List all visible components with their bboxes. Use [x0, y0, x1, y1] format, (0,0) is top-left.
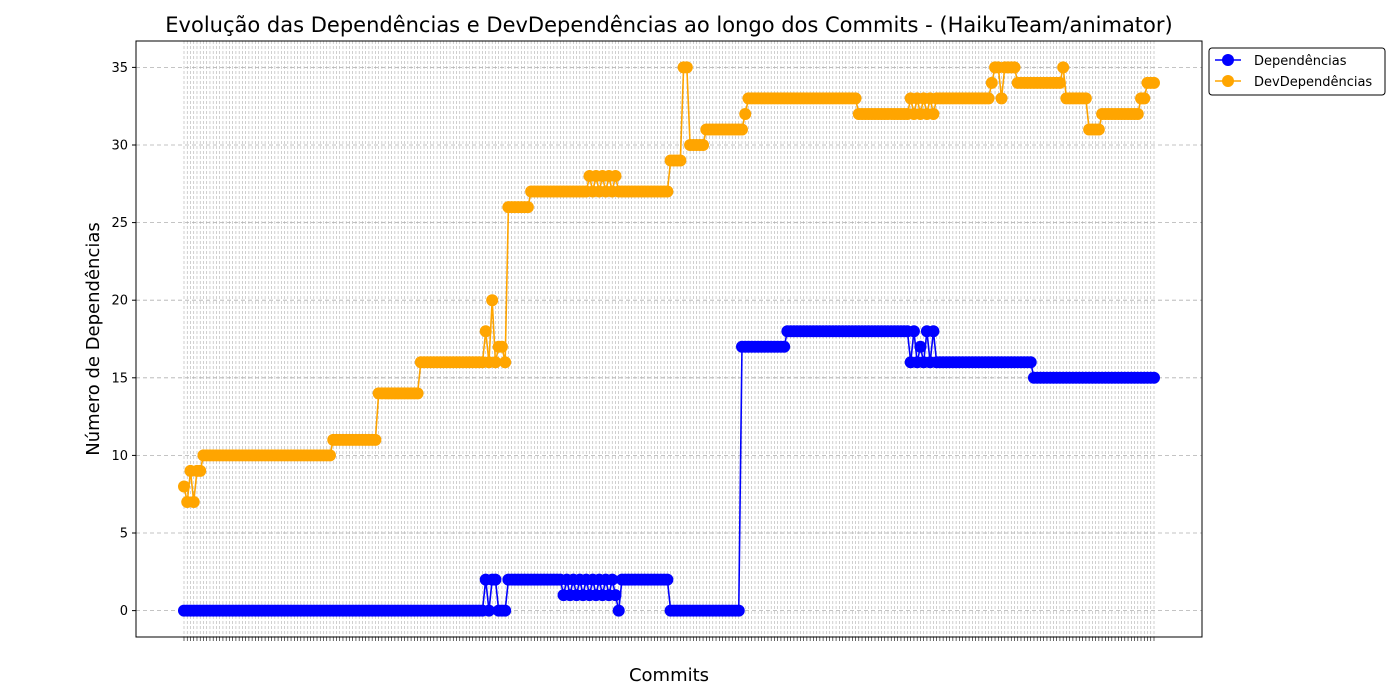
- series-dependencias: [178, 325, 1160, 617]
- data-point: [521, 201, 534, 214]
- data-point: [489, 573, 502, 586]
- data-point: [369, 433, 382, 446]
- data-point: [927, 107, 940, 120]
- legend-label-dependencias: Dependências: [1254, 54, 1347, 69]
- legend-marker-dependencias: [1222, 54, 1234, 66]
- data-point: [609, 589, 622, 602]
- y-tick-label: 25: [111, 216, 128, 231]
- data-point: [606, 573, 619, 586]
- data-point: [1148, 371, 1160, 384]
- data-point: [661, 185, 674, 198]
- data-point: [482, 604, 495, 617]
- data-point: [914, 340, 927, 353]
- data-point: [927, 325, 940, 338]
- data-point: [499, 356, 512, 369]
- data-point: [187, 495, 200, 508]
- y-tick-label: 0: [120, 604, 128, 619]
- data-point: [735, 123, 748, 136]
- legend-label-devdependencias: DevDependências: [1254, 75, 1372, 90]
- data-point: [985, 76, 998, 89]
- data-point: [486, 294, 499, 307]
- data-point: [995, 92, 1008, 105]
- chart-title: Evolução das Dependências e DevDependênc…: [165, 13, 1172, 37]
- data-point: [1057, 61, 1070, 74]
- data-point: [661, 573, 674, 586]
- data-point: [178, 480, 190, 493]
- y-tick-label: 30: [111, 138, 128, 153]
- data-point: [1131, 107, 1144, 120]
- legend-box: [1208, 47, 1386, 96]
- data-point: [411, 387, 424, 400]
- data-point: [907, 325, 920, 338]
- data-point: [778, 340, 791, 353]
- legend-marker-devdependencias: [1222, 75, 1234, 87]
- data-point: [499, 604, 512, 617]
- data-point: [323, 449, 336, 462]
- chart-legend: Dependências DevDependências: [1208, 47, 1386, 96]
- plot-frame: [135, 40, 1203, 638]
- data-point: [194, 464, 207, 477]
- data-point: [982, 92, 995, 105]
- data-point: [697, 138, 710, 151]
- data-point: [1008, 61, 1021, 74]
- data-point: [1053, 76, 1066, 89]
- data-point: [1079, 92, 1092, 105]
- data-point: [1138, 92, 1151, 105]
- y-tick-label: 20: [111, 294, 128, 309]
- series-devdependencias: [178, 61, 1160, 508]
- series-layer: [178, 61, 1160, 617]
- data-point: [489, 356, 502, 369]
- data-point: [1092, 123, 1105, 136]
- data-point: [849, 92, 862, 105]
- data-point: [1024, 356, 1037, 369]
- data-point: [1148, 76, 1160, 89]
- grid-lines: [136, 41, 1202, 637]
- y-axis-ticks: 0 5 10 15 20 25 30 35: [111, 61, 136, 619]
- x-axis-label: Commits: [629, 665, 709, 686]
- y-tick-label: 35: [111, 61, 128, 76]
- y-tick-label: 10: [111, 449, 128, 464]
- data-point: [612, 604, 625, 617]
- y-tick-label: 15: [111, 371, 128, 386]
- data-point: [739, 107, 752, 120]
- data-point: [680, 61, 693, 74]
- y-axis-label: Número de Dependências: [83, 222, 104, 456]
- data-point: [609, 170, 622, 183]
- x-axis-ticks: [183, 637, 1155, 641]
- data-point: [674, 154, 687, 167]
- data-point: [495, 340, 508, 353]
- data-point: [732, 604, 745, 617]
- y-tick-label: 5: [120, 527, 128, 542]
- data-point: [479, 325, 492, 338]
